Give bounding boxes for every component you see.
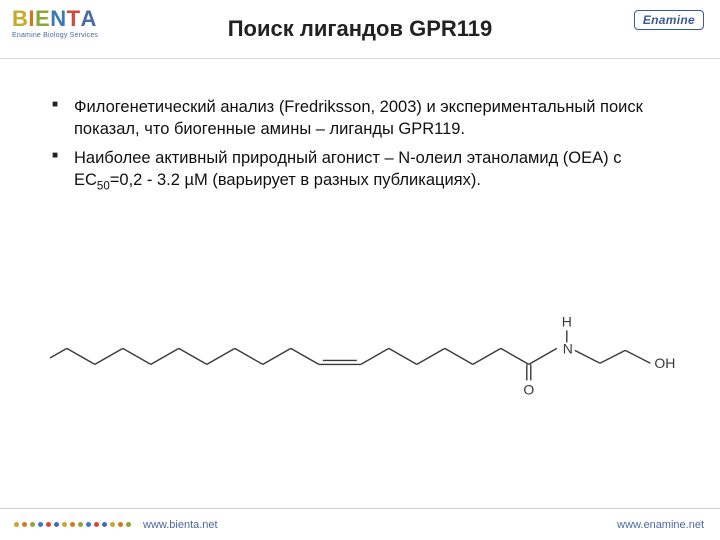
footer-dot: [86, 522, 91, 527]
footer-dot: [94, 522, 99, 527]
footer-dot: [78, 522, 83, 527]
footer-dot: [110, 522, 115, 527]
svg-text:H: H: [562, 313, 572, 329]
footer-dot: [70, 522, 75, 527]
footer: www.bienta.net www.enamine.net: [0, 508, 720, 540]
header: BIENTA Enamine Biology Services Поиск ли…: [0, 0, 720, 70]
bullet-item: Наиболее активный природный агонист – N-…: [52, 147, 668, 195]
slide-container: { "colors": { "bienta_b":"#c7a92b","bien…: [0, 0, 720, 540]
bullet-list: Филогенетический анализ (Fredriksson, 20…: [52, 96, 668, 195]
footer-url-left: www.bienta.net: [143, 519, 218, 531]
chemical-structure: O NH OH: [40, 288, 680, 428]
svg-text:O: O: [523, 381, 534, 397]
oea-structure-svg: O NH OH: [40, 288, 680, 428]
footer-dot: [14, 522, 19, 527]
slide-title: Поиск лигандов GPR119: [0, 16, 720, 42]
svg-text:N: N: [563, 340, 573, 356]
footer-dot: [118, 522, 123, 527]
footer-dot: [30, 522, 35, 527]
bullet-item: Филогенетический анализ (Fredriksson, 20…: [52, 96, 668, 141]
footer-dot: [126, 522, 131, 527]
footer-dots: [14, 522, 131, 527]
footer-dot: [62, 522, 67, 527]
svg-text:OH: OH: [654, 355, 675, 371]
header-divider: [0, 58, 720, 59]
footer-dot: [102, 522, 107, 527]
footer-dot: [22, 522, 27, 527]
body-content: Филогенетический анализ (Fredriksson, 20…: [52, 96, 668, 201]
enamine-logo: Enamine: [634, 10, 704, 30]
footer-dot: [38, 522, 43, 527]
footer-url-right: www.enamine.net: [617, 519, 704, 531]
footer-dot: [46, 522, 51, 527]
footer-dot: [54, 522, 59, 527]
